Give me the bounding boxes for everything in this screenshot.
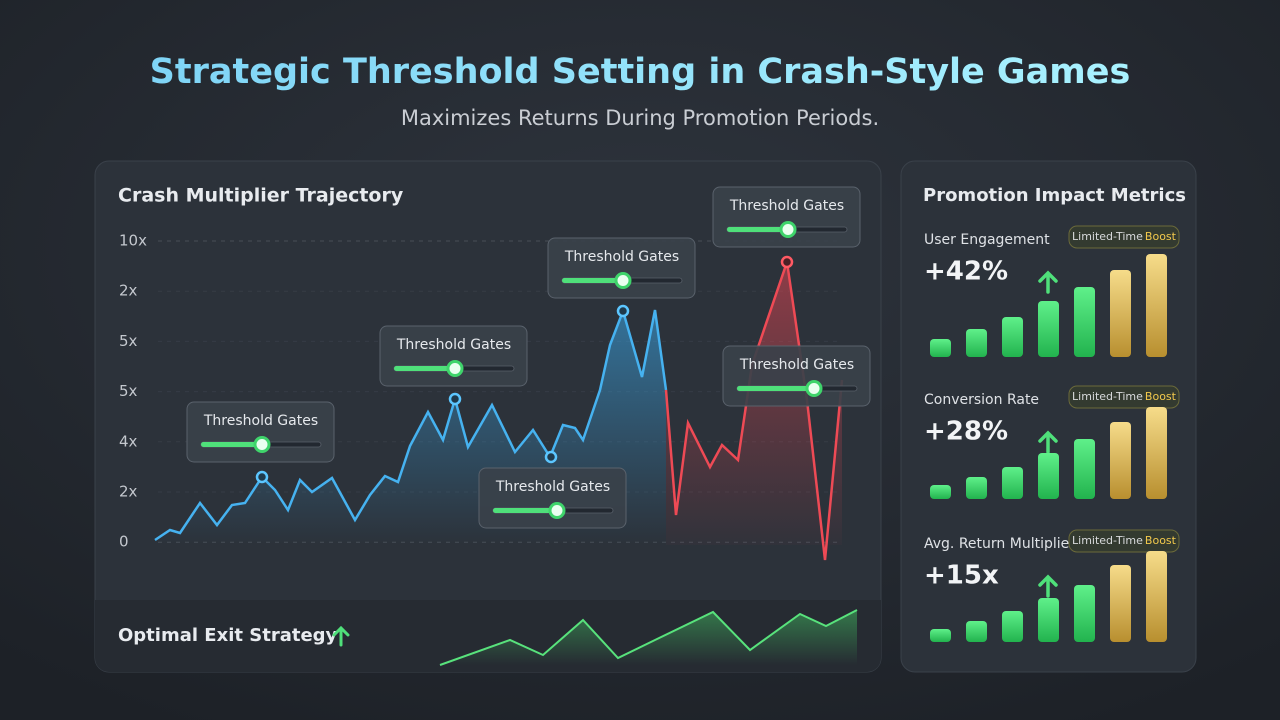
up-arrow: [332, 625, 350, 647]
exit-area: [440, 610, 857, 665]
metric-bar: [1074, 287, 1095, 357]
metric-bar: [1110, 422, 1131, 499]
metric-bar: [1146, 254, 1167, 357]
gate-card: [547, 237, 696, 299]
point: [255, 470, 269, 484]
blue-line: [154, 307, 668, 542]
metric-bar: [966, 621, 987, 642]
metric-bar: [930, 629, 951, 642]
metric-bar: [1002, 611, 1023, 642]
slider-fill: [562, 278, 623, 283]
metric-label: Avg. Return Multiplier: [924, 536, 1075, 552]
metric-bar: [1074, 439, 1095, 499]
up-arrow: [1038, 270, 1058, 294]
metric-bar: [1038, 301, 1059, 357]
metric-label: User Engagement: [924, 232, 1050, 248]
metric-bar: [1110, 565, 1131, 642]
badge-highlight: Boost: [1145, 230, 1177, 243]
axis-label: 2x: [119, 483, 138, 501]
slider-fill: [737, 386, 814, 391]
badge-label: Limited-Time: [1072, 534, 1143, 547]
slider-fill: [201, 442, 262, 447]
badge-highlight: Boost: [1145, 390, 1177, 403]
metric-bar: [966, 329, 987, 357]
red-point: [780, 255, 794, 269]
subtitle: Maximizes Returns During Promotion Perio…: [401, 106, 879, 130]
metric-bar: [1146, 551, 1167, 642]
metric-bar: [1002, 317, 1023, 357]
badge-highlight: Boost: [1145, 534, 1177, 547]
point: [448, 392, 462, 406]
red-line: [664, 261, 844, 561]
blue-points: [255, 304, 630, 484]
slider-knob: [548, 502, 566, 519]
badge-text: Limited-Time Boost: [1072, 390, 1177, 403]
metric-value: +28%: [924, 417, 1008, 447]
slider-knob: [805, 380, 823, 397]
axis-label: 2x: [119, 282, 138, 300]
metric-value: +15x: [924, 561, 999, 591]
badge-text: Limited-Time Boost: [1072, 534, 1177, 547]
metric-bar: [930, 485, 951, 499]
gates: Threshold Gates Threshold Gates Threshold …: [186, 186, 871, 529]
metrics-title: Promotion Impact Metrics: [923, 185, 1186, 206]
metric-bar: [1074, 585, 1095, 642]
metric-bar: [1110, 270, 1131, 357]
gate-card: [722, 345, 871, 407]
point: [544, 450, 558, 464]
metric-bar: [966, 477, 987, 499]
slider-fill: [727, 227, 788, 232]
exit-line: [439, 609, 858, 666]
title: Strategic Threshold Setting in Crash-Sty…: [150, 52, 1131, 92]
slider-knob: [614, 272, 632, 289]
gate-card: [478, 467, 627, 529]
gate-label: Threshold Gates: [396, 337, 511, 353]
up-arrow: [1038, 574, 1058, 598]
gate-card: [379, 325, 528, 387]
axis-label: 0: [119, 533, 129, 551]
badge-label: Limited-Time: [1072, 390, 1143, 403]
axis-label: 10x: [119, 232, 147, 250]
badge: [1068, 225, 1180, 249]
badge-label: Limited-Time: [1072, 230, 1143, 243]
footer-title: Optimal Exit Strategy: [118, 625, 338, 646]
red-area: [666, 262, 842, 560]
badge: [1068, 529, 1180, 553]
slider-knob: [779, 221, 797, 238]
axis-label: 5x: [119, 332, 138, 350]
slider-fill: [394, 366, 455, 371]
up-arrow: [1038, 430, 1058, 454]
metric-bar: [1146, 407, 1167, 499]
metric-bar: [1038, 453, 1059, 499]
axis-label: 5x: [119, 382, 138, 400]
point: [616, 304, 630, 318]
gate-label: Threshold Gates: [495, 479, 610, 495]
badge: [1068, 385, 1180, 409]
axis-label: 4x: [119, 432, 138, 450]
slider-knob: [253, 436, 271, 453]
panel-title: Crash Multiplier Trajectory: [118, 185, 404, 207]
gate-card: [712, 186, 861, 248]
gate-label: Threshold Gates: [729, 198, 844, 214]
metric-label: Conversion Rate: [924, 392, 1039, 408]
slider-knob: [446, 360, 464, 377]
metric-value: +42%: [924, 257, 1008, 287]
gate-label: Threshold Gates: [564, 249, 679, 265]
metric-bar: [1038, 598, 1059, 642]
gate-label: Threshold Gates: [203, 413, 318, 429]
metric-bar: [930, 339, 951, 357]
gate-card: [186, 401, 335, 463]
gate-label: Threshold Gates: [739, 357, 854, 373]
metric-bar: [1002, 467, 1023, 499]
badge-text: Limited-Time Boost: [1072, 230, 1177, 243]
slider-fill: [493, 508, 557, 513]
metrics: User Engagement+42%Limited-Time BoostConv…: [924, 225, 1180, 642]
